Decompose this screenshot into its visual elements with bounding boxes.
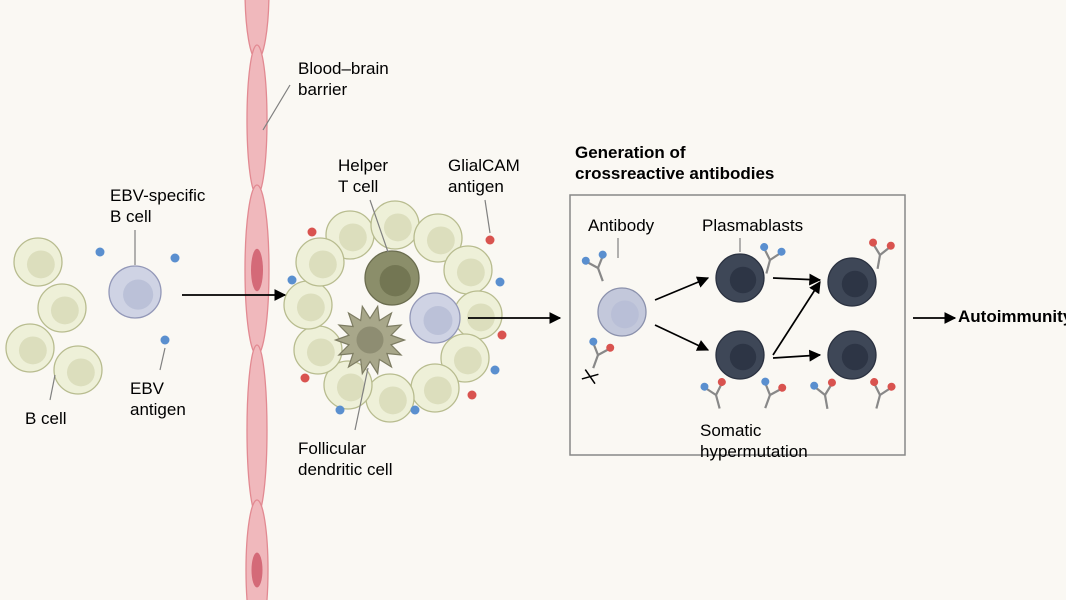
ebv-antigen — [288, 276, 297, 285]
b-cell-nucleus — [19, 336, 47, 364]
gc-b-cell-nucleus — [424, 376, 452, 404]
gc-ebv-b-cell — [410, 293, 460, 343]
barrier-cell — [246, 500, 268, 600]
ebv-b-cell-nucleus — [123, 280, 153, 310]
somatic-label: Somatichypermutation — [700, 420, 808, 463]
gc-b-cell — [296, 238, 344, 286]
gc-b-cell — [441, 334, 489, 382]
flow-arrow — [655, 325, 708, 350]
ebv-bcell-label: EBV-specificB cell — [110, 185, 205, 228]
antibody-icon — [753, 376, 787, 412]
plasmablast-light — [598, 288, 646, 336]
gc-b-cell-nucleus — [379, 386, 407, 414]
gc-b-cell-nucleus — [384, 213, 412, 241]
gc-b-cell-nucleus — [454, 346, 482, 374]
gc-b-cell-nucleus — [307, 338, 335, 366]
ebv-antigen — [336, 406, 345, 415]
antibody-icon — [576, 336, 615, 385]
antibody-icon — [864, 377, 897, 412]
gc-ebv-b-cell-nucleus — [424, 306, 453, 335]
gc-b-cell-nucleus — [457, 258, 485, 286]
gc-b-cell-nucleus — [297, 293, 325, 321]
antibody-icon — [754, 242, 787, 277]
gc-b-cell — [414, 214, 462, 262]
b-cell-nucleus — [27, 250, 55, 278]
gc-b-cell — [411, 364, 459, 412]
ebv-antigen — [411, 406, 420, 415]
antibody-icon — [865, 238, 896, 271]
antibody-icon — [581, 249, 615, 285]
glialcam-antigen — [486, 236, 495, 245]
leader-line — [263, 85, 290, 130]
gc-b-cell-nucleus — [339, 223, 367, 251]
b-cell — [14, 238, 62, 286]
ebv-b-cell — [109, 266, 161, 318]
gc-b-cell — [294, 326, 342, 374]
antibody-icon — [810, 378, 841, 411]
barrier-nucleus — [251, 249, 263, 292]
ebv-antigen-label: EBVantigen — [130, 378, 186, 421]
box-title-label: Generation ofcrossreactive antibodies — [575, 142, 774, 185]
barrier-cell — [245, 0, 269, 60]
leader-line — [160, 348, 165, 370]
ebv-antigen — [161, 336, 170, 345]
gc-b-cell-nucleus — [427, 226, 455, 254]
b-cell-nucleus — [51, 296, 79, 324]
autoimmunity-label: Autoimmunity — [958, 306, 1066, 327]
bcell-label: B cell — [25, 408, 67, 429]
plasmablasts-label: Plasmablasts — [702, 215, 803, 236]
plasmablast-dark — [828, 258, 876, 306]
plasmablast-dark — [828, 331, 876, 379]
b-cell — [54, 346, 102, 394]
plasmablast-light-nucleus — [611, 300, 639, 328]
ebv-antigen — [491, 366, 500, 375]
helper-t-cell-nucleus — [380, 265, 411, 296]
dendritic-cell — [336, 306, 405, 373]
gc-b-cell-nucleus — [309, 250, 337, 278]
flow-arrow — [773, 355, 820, 358]
flow-arrow — [773, 278, 820, 280]
gc-b-cell-nucleus — [337, 373, 365, 401]
helper-t-label: HelperT cell — [338, 155, 388, 198]
gc-b-cell — [326, 211, 374, 259]
antibody-icon — [700, 377, 733, 412]
leader-line — [355, 368, 368, 430]
bbb-label: Blood–brainbarrier — [298, 58, 389, 101]
gc-b-cell — [324, 361, 372, 409]
leader-line — [485, 200, 490, 233]
plasmablast-dark — [716, 254, 764, 302]
plasmablast-dark — [716, 331, 764, 379]
gc-b-cell — [371, 201, 419, 249]
glialcam-label: GlialCAMantigen — [448, 155, 520, 198]
glialcam-antigen — [308, 228, 317, 237]
barrier-cell — [247, 345, 267, 515]
b-cell — [6, 324, 54, 372]
leader-line — [370, 200, 388, 252]
barrier-cell — [247, 45, 267, 195]
ebv-antigen — [496, 278, 505, 287]
dendritic-label: Folliculardendritic cell — [298, 438, 393, 481]
gc-b-cell-nucleus — [467, 303, 495, 331]
glialcam-antigen — [301, 374, 310, 383]
gc-b-cell — [444, 246, 492, 294]
barrier-cell — [245, 185, 269, 355]
gc-b-cell — [284, 281, 332, 329]
ebv-antigen — [96, 248, 105, 257]
barrier-nucleus — [252, 553, 263, 588]
antibody-label: Antibody — [588, 215, 654, 236]
glialcam-antigen — [498, 331, 507, 340]
b-cell-nucleus — [67, 358, 95, 386]
ebv-antigen — [171, 254, 180, 263]
gc-b-cell — [366, 374, 414, 422]
glialcam-antigen — [468, 391, 477, 400]
helper-t-cell — [365, 251, 419, 305]
flow-arrow — [773, 282, 820, 355]
leader-line — [50, 375, 55, 400]
gc-b-cell — [454, 291, 502, 339]
flow-arrow — [655, 278, 708, 300]
b-cell — [38, 284, 86, 332]
